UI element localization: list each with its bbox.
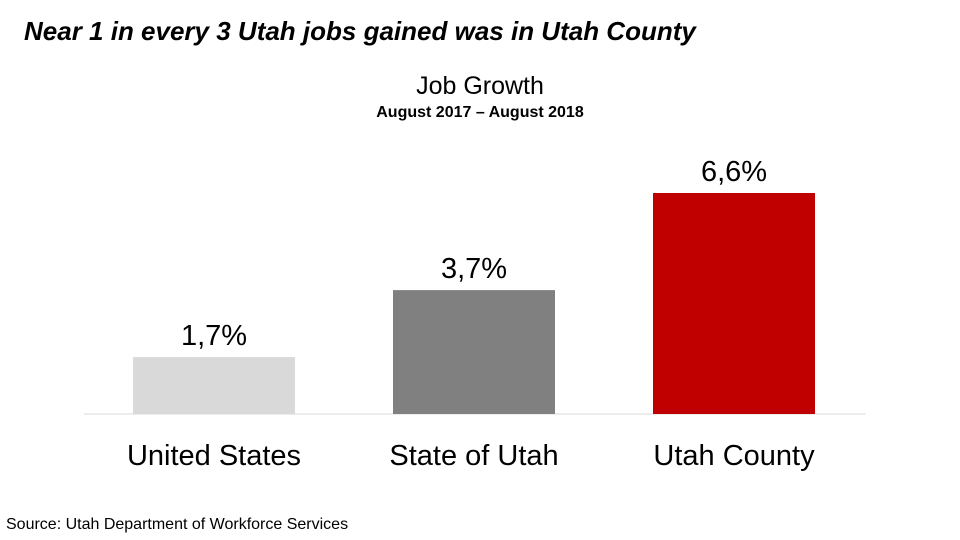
headline: Near 1 in every 3 Utah jobs gained was i… — [24, 16, 696, 46]
bar-state-of-utah — [393, 290, 555, 414]
category-label: State of Utah — [389, 440, 558, 472]
chart-subtitle: August 2017 – August 2018 — [376, 104, 584, 121]
category-label: Utah County — [653, 440, 815, 472]
chart-title: Job Growth — [416, 72, 544, 100]
bar-united-states — [133, 357, 295, 414]
bar-utah-county — [653, 193, 815, 414]
data-label: 6,6% — [701, 156, 767, 188]
data-label: 3,7% — [441, 253, 507, 285]
data-label: 1,7% — [181, 320, 247, 352]
source-note: Source: Utah Department of Workforce Ser… — [6, 516, 349, 533]
category-label: United States — [127, 440, 301, 472]
